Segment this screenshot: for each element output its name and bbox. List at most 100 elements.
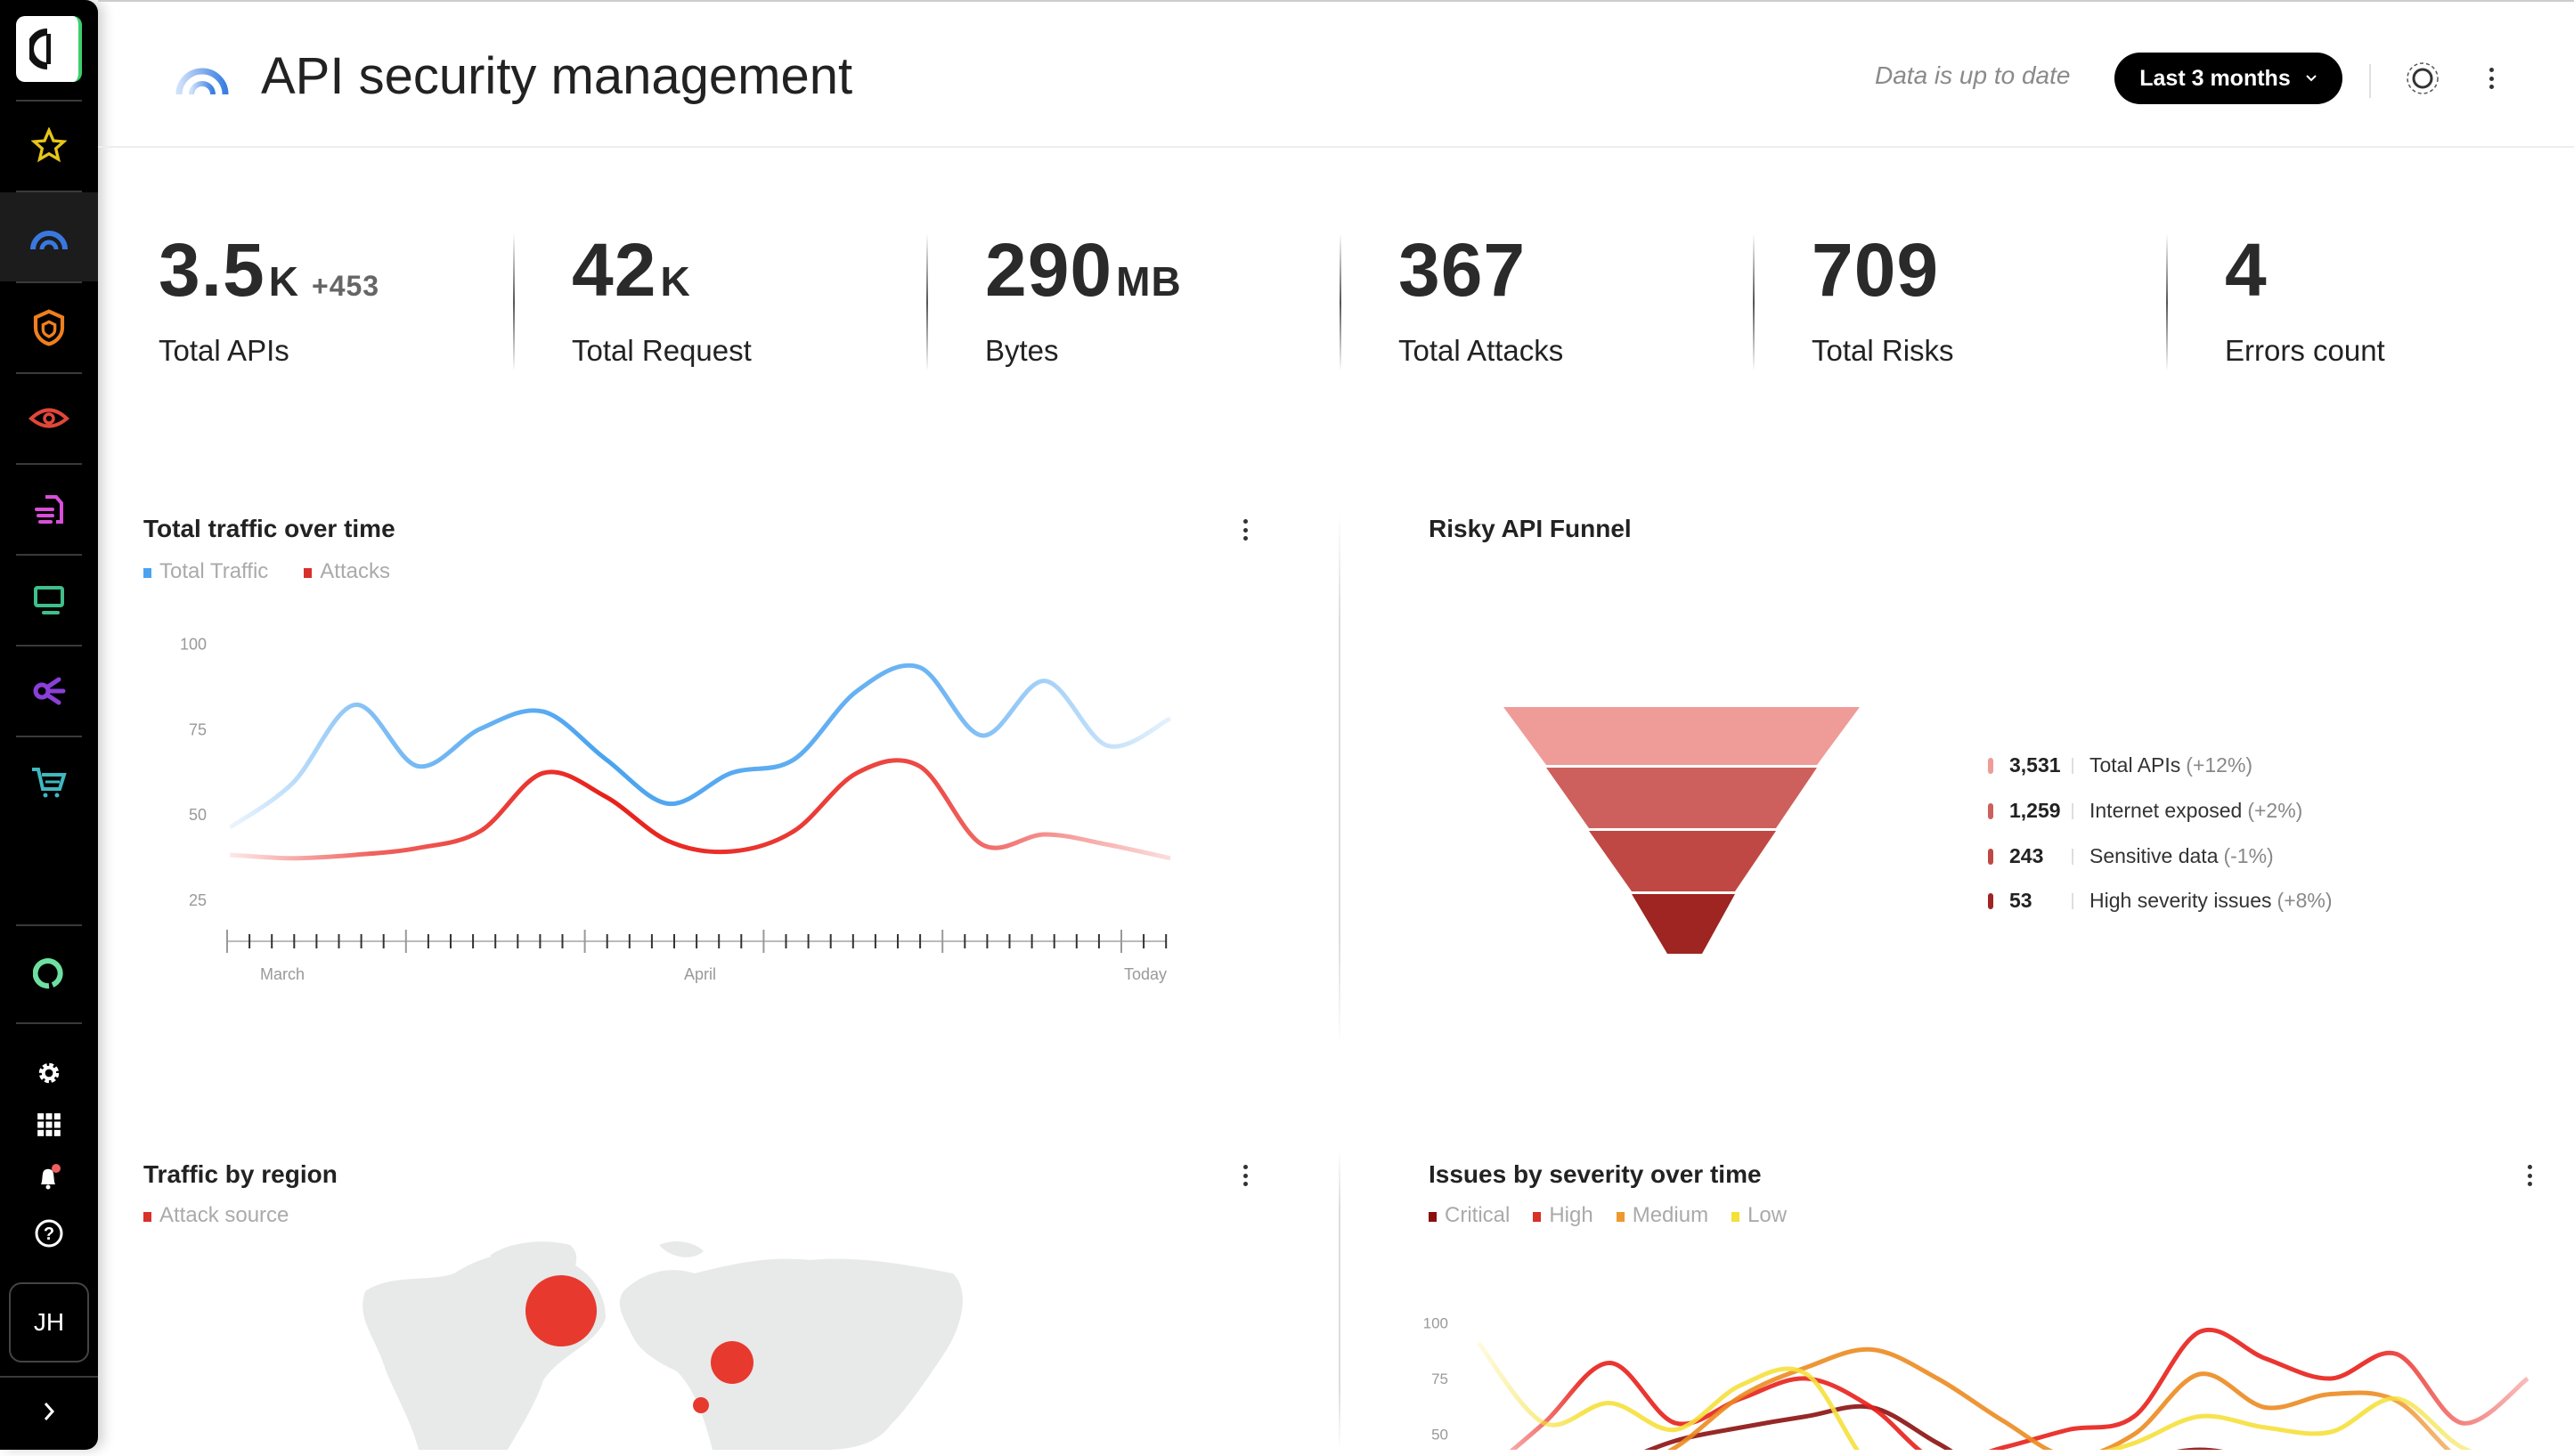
- series-line-low[interactable]: [1477, 1341, 2528, 1450]
- kpi-label: Errors count: [2225, 334, 2385, 367]
- sidebar-item-api-security[interactable]: [0, 192, 98, 281]
- kpi-divider: [513, 233, 515, 371]
- sidebar-item-monitoring[interactable]: [0, 556, 98, 645]
- kpi-unit: K: [268, 258, 300, 305]
- dashboard-gauge-icon: [30, 231, 68, 250]
- sidebar-item-visibility[interactable]: [0, 374, 98, 463]
- legend-marker: [1988, 848, 1993, 865]
- kpi-divider: [926, 233, 928, 371]
- series-line-total-traffic[interactable]: [228, 663, 1172, 830]
- document-icon: [35, 495, 63, 524]
- stage-value: 1,259: [2009, 799, 2061, 822]
- sidebar-item-favorites[interactable]: [0, 101, 98, 190]
- funnel-legend-item: 1,259 Internet exposed (+2%): [1988, 799, 2302, 823]
- stage-value: 53: [2009, 889, 2032, 912]
- divider: [2072, 802, 2073, 819]
- shield-icon: [33, 309, 65, 346]
- region-more-button[interactable]: [1236, 1162, 1254, 1189]
- cart-icon: [32, 768, 67, 798]
- logo-icon: [29, 28, 51, 69]
- kpi-card: 4 Errors count: [2225, 227, 2574, 368]
- sidebar-item-integrations[interactable]: [0, 647, 98, 736]
- kpi-label: Total Risks: [1812, 334, 1954, 367]
- kpi-divider: [1340, 233, 1341, 371]
- panel-divider: [1339, 512, 1340, 1046]
- sidebar-item-documents[interactable]: [0, 465, 98, 554]
- kpi-value: 4: [2225, 228, 2268, 312]
- kpi-label: Total Attacks: [1398, 334, 1564, 367]
- funnel-legend-item: 3,531 Total APIs (+12%): [1988, 753, 2252, 777]
- expand-sidebar-button[interactable]: [0, 1367, 98, 1456]
- attack-bubble[interactable]: [693, 1397, 709, 1413]
- refresh-icon[interactable]: [2405, 61, 2440, 96]
- legend-item-medium[interactable]: Medium: [1616, 1203, 1708, 1228]
- legend-item-high[interactable]: High: [1533, 1203, 1593, 1228]
- stage-label: Sensitive data: [2089, 844, 2219, 867]
- legend-item-critical[interactable]: Critical: [1429, 1203, 1510, 1228]
- ring-icon: [33, 958, 63, 989]
- attack-bubble[interactable]: [711, 1341, 753, 1384]
- date-range-label: Last 3 months: [2139, 65, 2291, 91]
- kpi-unit: MB: [1116, 258, 1182, 305]
- bell-icon: [41, 1164, 61, 1190]
- apps-grid-icon: [37, 1113, 61, 1136]
- star-icon: [31, 127, 67, 163]
- kpi-card: 709 Total Risks: [1812, 227, 2186, 368]
- issues-more-button[interactable]: [2521, 1162, 2538, 1189]
- x-tick-label: April: [684, 965, 716, 983]
- funnel-stage[interactable]: [1632, 894, 1735, 954]
- x-tick-label: Today: [1124, 965, 1167, 983]
- legend-marker: [1988, 757, 1993, 774]
- sidebar-item-commerce[interactable]: [0, 737, 98, 826]
- funnel-stage[interactable]: [1589, 831, 1776, 891]
- issues-legend: Critical High Medium Low: [1429, 1203, 1787, 1228]
- kpi-card: 367 Total Attacks: [1398, 227, 1772, 368]
- attack-bubble[interactable]: [525, 1275, 597, 1346]
- legend-marker: [1988, 802, 1993, 819]
- stage-label: High severity issues: [2089, 889, 2272, 912]
- date-range-select[interactable]: Last 3 months: [2114, 53, 2342, 104]
- svg-text:?: ?: [44, 1224, 54, 1244]
- kpi-card: 290MB Bytes: [985, 227, 1359, 368]
- region-legend: Attack source: [143, 1203, 289, 1228]
- kpi-label: Bytes: [985, 334, 1059, 367]
- y-tick-label: 50: [1431, 1427, 1448, 1444]
- kpi-card: 42K Total Request: [572, 227, 946, 368]
- apps-button[interactable]: [0, 1080, 98, 1169]
- legend-item-total-traffic[interactable]: Total Traffic: [143, 559, 268, 584]
- stage-change: (+2%): [2247, 799, 2303, 822]
- funnel-legend-item: 53 High severity issues (+8%): [1988, 889, 2333, 913]
- y-tick-label: 25: [189, 891, 207, 909]
- notifications-button[interactable]: [0, 1133, 98, 1222]
- stage-value: 3,531: [2009, 753, 2061, 777]
- series-line-high[interactable]: [1478, 1327, 2529, 1450]
- series-line-critical[interactable]: [1478, 1403, 2528, 1450]
- help-button[interactable]: ?: [0, 1189, 98, 1278]
- eye-icon: [29, 408, 69, 428]
- stage-change: (+8%): [2277, 889, 2333, 912]
- header-more-button[interactable]: [2482, 65, 2500, 92]
- user-avatar[interactable]: JH: [9, 1282, 89, 1362]
- series-line-medium[interactable]: [1478, 1346, 2528, 1450]
- traffic-chart-more-button[interactable]: [1236, 517, 1254, 543]
- y-tick-label: 100: [180, 636, 207, 654]
- kpi-value: 709: [1812, 228, 1940, 312]
- y-tick-label: 75: [1431, 1371, 1448, 1387]
- settings-button[interactable]: [0, 1029, 98, 1118]
- sidebar-item-status[interactable]: [0, 929, 98, 1018]
- app-logo[interactable]: [16, 16, 82, 82]
- divider: [2072, 757, 2073, 774]
- legend-item-low[interactable]: Low: [1731, 1203, 1787, 1228]
- legend-item-attack-source[interactable]: Attack source: [143, 1203, 289, 1228]
- legend-item-attacks[interactable]: Attacks: [304, 559, 390, 584]
- divider: [2072, 848, 2073, 865]
- kpi-value: 42: [572, 228, 657, 312]
- series-line-attacks[interactable]: [229, 758, 1171, 861]
- traffic-legend: Total Traffic Attacks: [143, 559, 390, 584]
- sidebar-item-protection[interactable]: [0, 283, 98, 372]
- share-nodes-icon: [33, 677, 66, 705]
- funnel-stage[interactable]: [1503, 707, 1860, 765]
- funnel-stage[interactable]: [1546, 768, 1817, 828]
- panel-divider: [1339, 1149, 1340, 1450]
